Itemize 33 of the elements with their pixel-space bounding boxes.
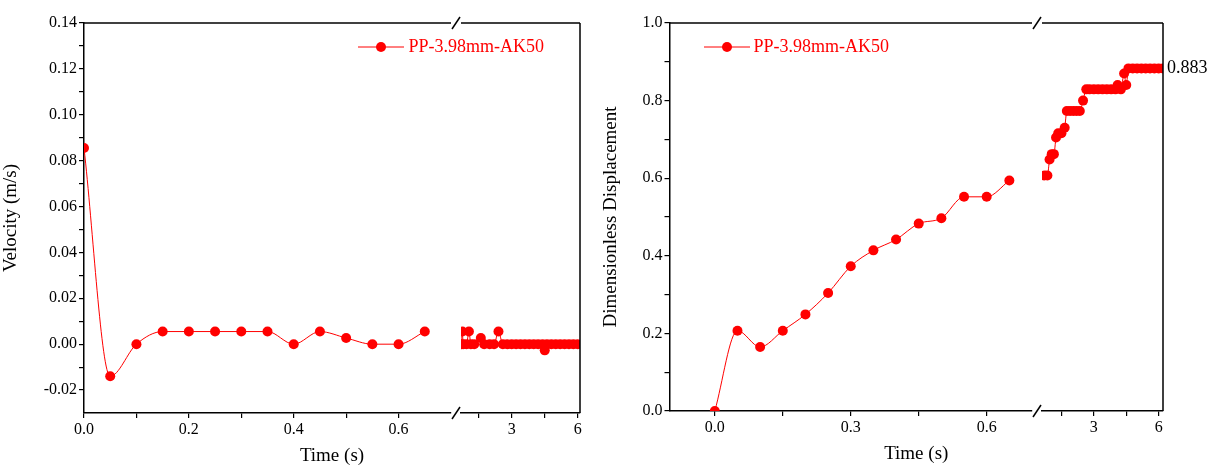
y-tick-label: 0.14 [49,13,77,31]
y-tick-label: 0.8 [642,90,663,108]
y-axis-title: Velocity (m/s) [0,163,22,273]
x-tick-label: 0.6 [976,417,997,435]
x-axis-title: Time (s) [298,444,366,466]
y-tick-label: 1.0 [642,13,663,31]
x-tick-label: 3 [507,419,516,437]
x-axis-title: Time (s) [883,442,950,464]
x-tick-label: 0.2 [178,419,199,437]
y-tick-label: 0.4 [642,246,663,263]
y-tick-label: 0.2 [642,323,663,341]
y-tick-label: -0.02 [43,380,77,398]
y-tick-label: 0.12 [49,59,77,77]
x-tick-label: 6 [1154,417,1163,435]
x-tick-label: 0.0 [704,417,725,435]
y-tick-label: 0.08 [49,150,77,168]
y-tick-label: 0.0 [642,401,663,419]
x-tick-label: 6 [573,419,582,437]
y-tick-label: 0.6 [642,168,663,186]
y-tick-label: 0.06 [49,196,77,214]
x-tick-label: 0.0 [74,419,94,437]
x-tick-label: 3 [1089,417,1098,435]
legend-label: PP-3.98mm-AK50 [753,36,890,57]
x-tick-label: 0.3 [840,417,861,435]
y-tick-label: 0.10 [49,104,77,122]
x-tick-label: 0.6 [388,419,409,437]
x-tick-label: 0.4 [283,419,304,437]
legend-label: PP-3.98mm-AK50 [408,36,544,57]
annotation: 0.883 [1167,57,1208,78]
y-tick-label: 0.00 [49,334,77,352]
y-tick-label: 0.04 [49,242,77,260]
y-axis-title: Dimensionless Displacement [599,105,621,328]
y-tick-label: 0.02 [49,288,77,306]
